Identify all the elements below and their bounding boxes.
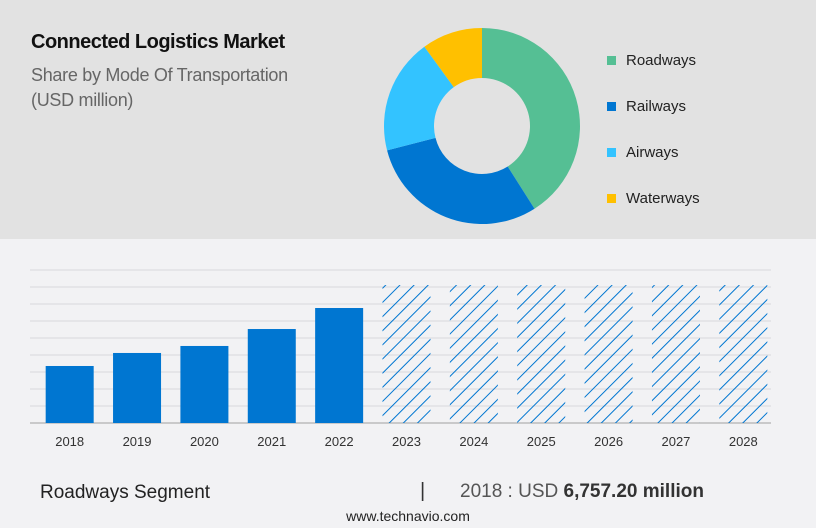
x-tick-label: 2021 [257, 434, 286, 449]
bar-2019 [113, 352, 162, 423]
legend: Roadways Railways Airways Waterways [607, 50, 700, 234]
legend-item: Roadways [607, 50, 700, 70]
legend-label: Railways [626, 97, 687, 115]
subtitle-line-2: (USD million) [31, 90, 134, 110]
x-tick-label: 2028 [729, 434, 758, 449]
chart-subtitle: Share by Mode Of Transportation (USD mill… [31, 63, 288, 113]
x-tick-label: 2025 [527, 434, 556, 449]
bar-2022 [315, 308, 364, 423]
legend-item: Railways [607, 96, 700, 116]
x-tick-label: 2020 [190, 434, 219, 449]
subtitle-line-1: Share by Mode Of Transportation [31, 65, 288, 85]
donut-slice-roadways [482, 28, 580, 209]
bar-2028 [719, 285, 768, 423]
donut-slice-railways [387, 137, 535, 224]
legend-swatch [607, 147, 616, 157]
bar-2023 [382, 285, 431, 423]
chart-title: Connected Logistics Market [31, 31, 285, 53]
x-tick-label: 2023 [392, 434, 421, 449]
x-tick-label: 2026 [594, 434, 623, 449]
bar-2025 [517, 285, 566, 423]
x-tick-label: 2019 [123, 434, 152, 449]
x-tick-label: 2024 [459, 434, 488, 449]
legend-swatch [607, 101, 616, 111]
donut-slice-waterways [424, 28, 482, 88]
bar-2026 [584, 285, 633, 423]
value-amount: 6,757.20 million [563, 481, 704, 502]
bar-2021 [247, 329, 296, 423]
segment-label: Roadways Segment [40, 482, 211, 503]
legend-item: Airways [607, 142, 700, 162]
value-prefix: 2018 : USD [460, 481, 564, 502]
separator: | [420, 480, 426, 502]
bar-2027 [651, 285, 700, 423]
segment-value: 2018 : USD 6,757.20 million [460, 481, 704, 503]
x-tick-label: 2027 [661, 434, 690, 449]
bar-chart: 2018 2019 2020 2021 2022 2023 2024 2025 2026 2027… [30, 269, 771, 449]
legend-label: Airways [626, 143, 679, 161]
legend-label: Waterways [626, 189, 700, 207]
donut-chart [384, 28, 580, 224]
legend-label: Roadways [626, 51, 697, 69]
bar-2024 [449, 285, 498, 423]
legend-swatch [607, 55, 616, 65]
source-url: www.technavio.com [346, 508, 470, 524]
x-tick-label: 2022 [325, 434, 354, 449]
donut-slice-airways [384, 46, 454, 151]
x-tick-label: 2018 [55, 434, 84, 449]
legend-item: Waterways [607, 188, 700, 208]
legend-swatch [607, 193, 616, 203]
bar-2020 [180, 345, 229, 423]
bar-2018 [45, 365, 94, 423]
